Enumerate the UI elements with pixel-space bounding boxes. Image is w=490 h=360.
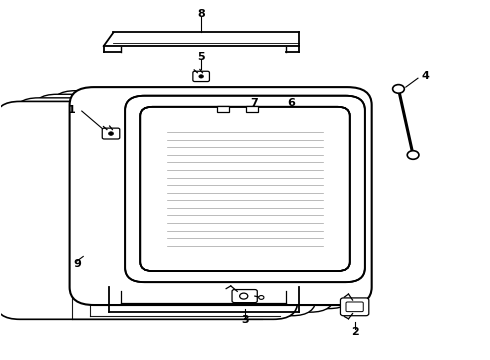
FancyBboxPatch shape (193, 71, 209, 82)
Text: 9: 9 (73, 259, 81, 269)
Circle shape (407, 151, 419, 159)
Text: 2: 2 (351, 327, 359, 337)
Bar (217, 106, 229, 112)
Circle shape (240, 293, 248, 299)
FancyBboxPatch shape (125, 96, 365, 282)
Circle shape (392, 85, 404, 93)
FancyBboxPatch shape (232, 289, 257, 303)
Text: 8: 8 (197, 9, 205, 19)
FancyBboxPatch shape (341, 298, 369, 316)
Text: 1: 1 (68, 105, 76, 115)
FancyBboxPatch shape (32, 94, 335, 312)
Bar (246, 106, 258, 112)
Text: 7: 7 (250, 98, 258, 108)
FancyBboxPatch shape (14, 98, 316, 316)
FancyBboxPatch shape (0, 102, 297, 319)
Text: 4: 4 (421, 71, 429, 81)
Circle shape (199, 75, 203, 78)
FancyBboxPatch shape (102, 128, 120, 139)
FancyBboxPatch shape (70, 87, 372, 305)
Circle shape (109, 132, 114, 135)
Text: 6: 6 (287, 98, 295, 108)
Circle shape (259, 296, 264, 300)
Text: 5: 5 (197, 52, 205, 62)
FancyBboxPatch shape (346, 302, 363, 312)
Text: 3: 3 (241, 315, 249, 325)
FancyBboxPatch shape (140, 107, 350, 271)
FancyBboxPatch shape (51, 91, 353, 309)
